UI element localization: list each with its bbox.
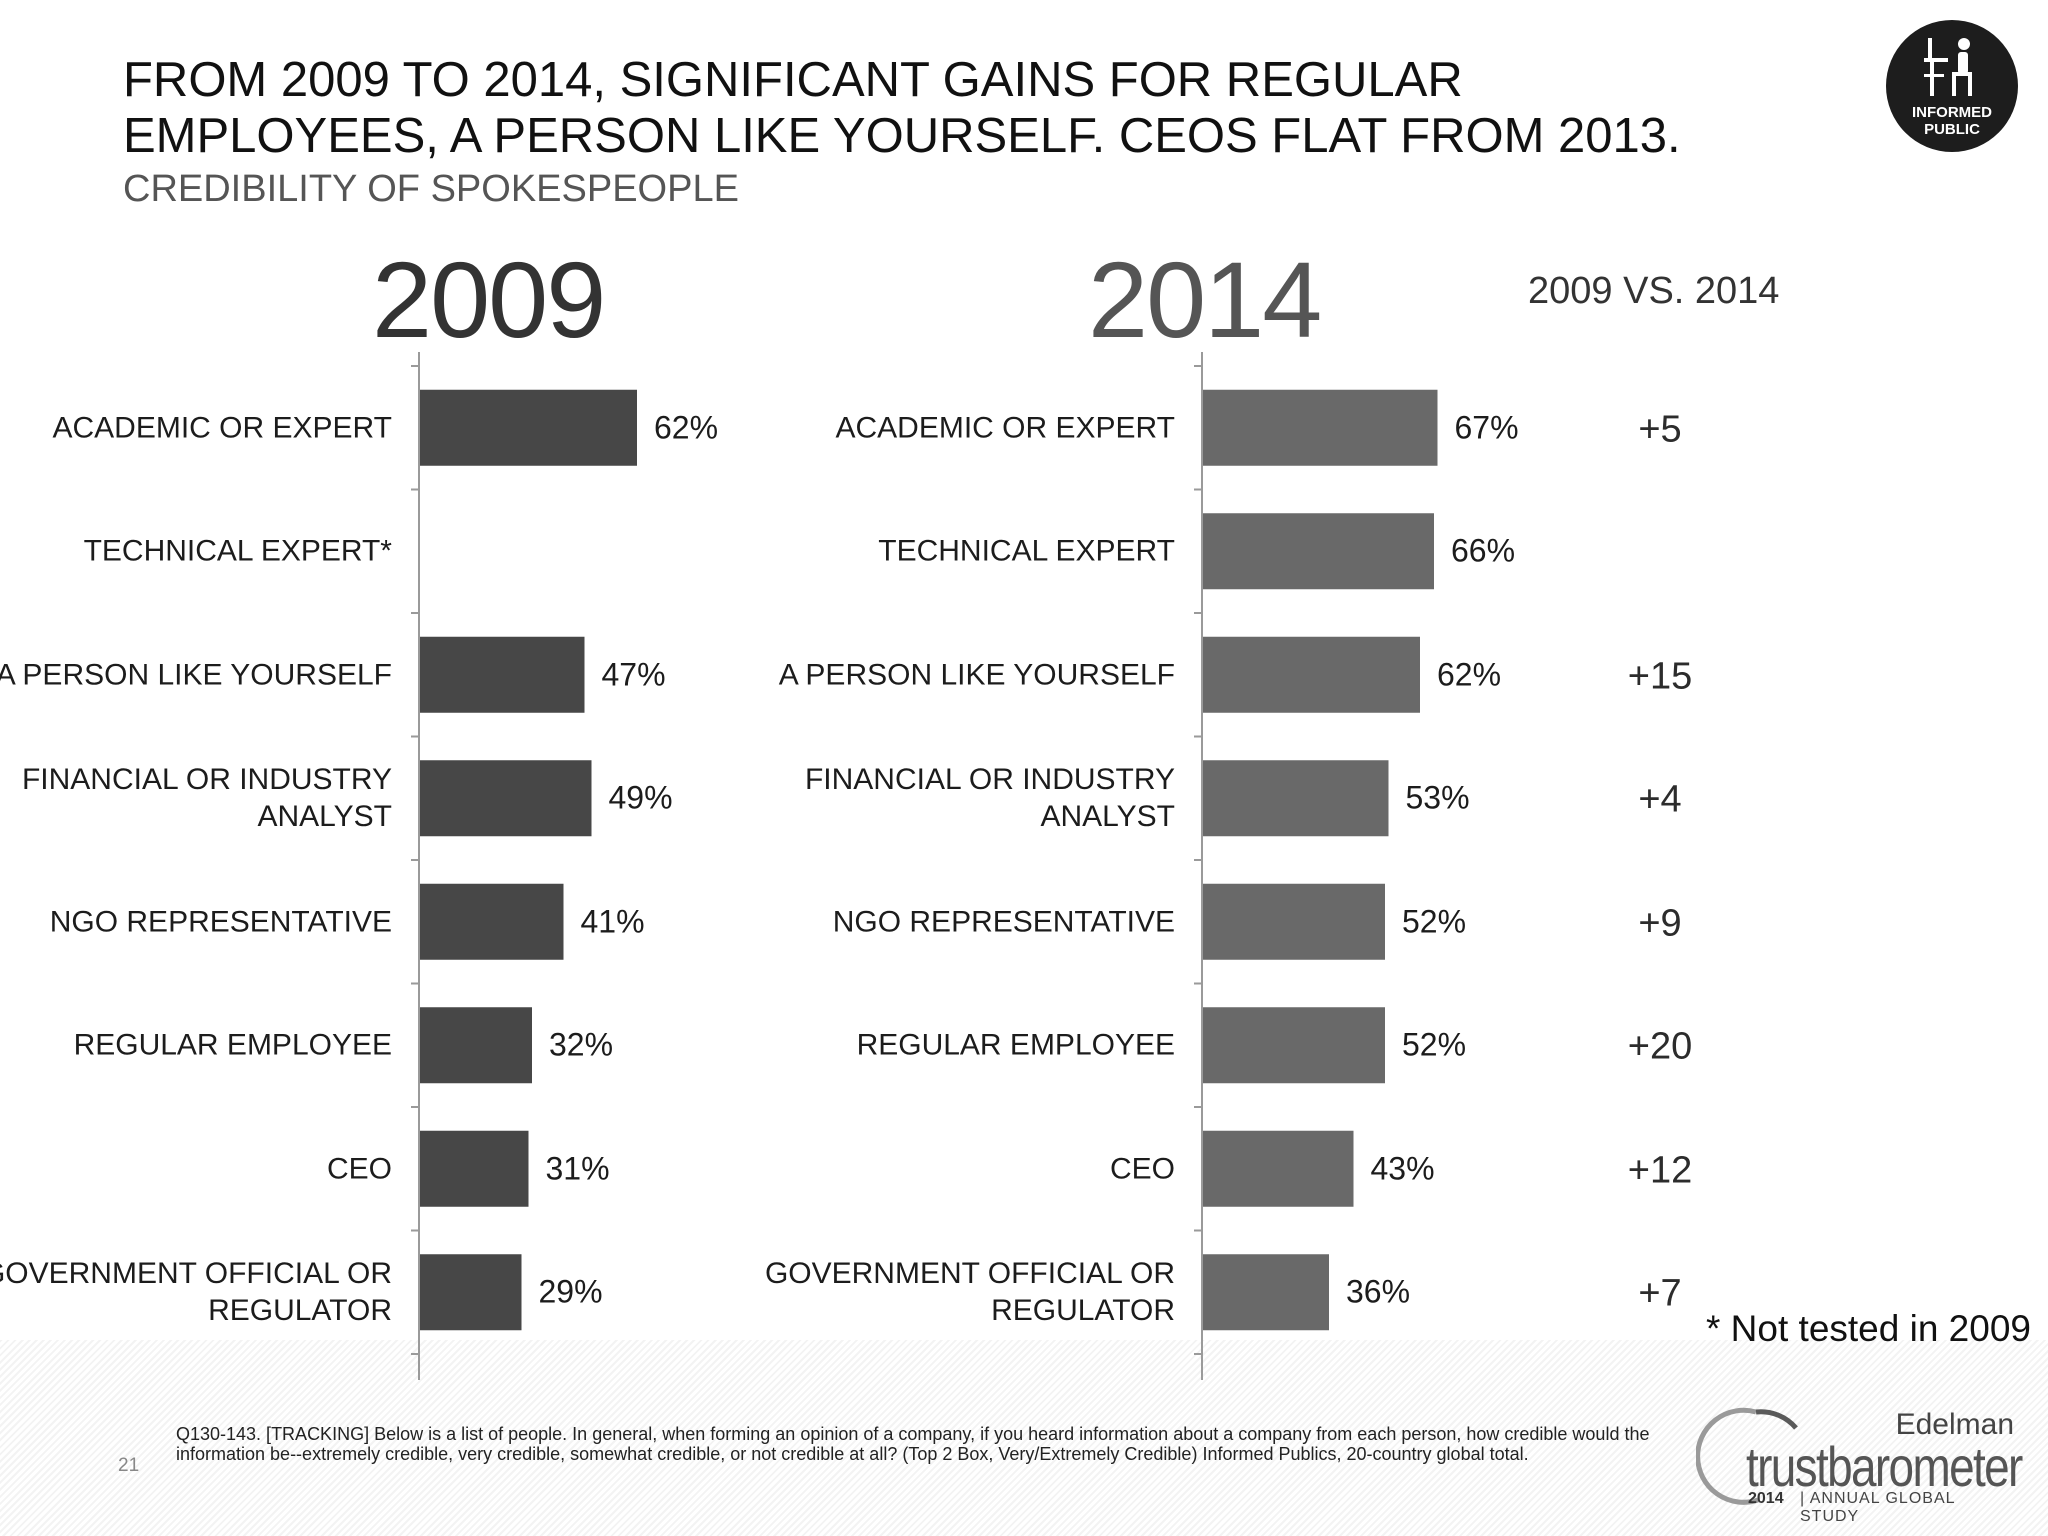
bar-2014	[1203, 636, 1420, 713]
value-label-2014: 52%	[1402, 903, 1467, 940]
bar-2009	[420, 1130, 529, 1207]
bar-2014	[1203, 760, 1389, 837]
page-title: FROM 2009 TO 2014, SIGNIFICANT GAINS FOR…	[123, 52, 1803, 164]
trustbarometer-wordmark: trustbarometer	[1746, 1435, 2023, 1498]
year-2009-heading: 2009	[372, 239, 606, 360]
bar-2014	[1203, 389, 1438, 466]
title-line-1: FROM 2009 TO 2014, SIGNIFICANT GAINS FOR…	[123, 53, 1463, 107]
value-label-2014: 53%	[1405, 779, 1470, 816]
change-label: +20	[1627, 1025, 1693, 1068]
category-label-2014: A PERSON LIKE YOURSELF	[778, 658, 1175, 692]
year-2014-heading: 2014	[1088, 239, 1322, 360]
edelman-trustbarometer-logo: Edelman trustbarometer 2014 | ANNUAL GLO…	[1696, 1398, 2023, 1525]
not-tested-note: * Not tested in 2009	[1706, 1308, 2031, 1349]
informed-public-line-2: PUBLIC	[1924, 121, 1980, 138]
value-label-2009: 29%	[538, 1273, 603, 1310]
bar-2014	[1203, 1007, 1385, 1084]
edelman-brand: Edelman	[1895, 1408, 2014, 1441]
change-label: +9	[1638, 902, 1682, 945]
category-label-2009: A PERSON LIKE YOURSELF	[0, 658, 392, 692]
footnote: Q130-143. [TRACKING] Below is a list of …	[176, 1424, 1650, 1464]
bar-2014	[1203, 1130, 1354, 1207]
page-number: 21	[118, 1455, 140, 1476]
bar-2009	[420, 760, 592, 837]
page-subtitle: CREDIBILITY OF SPOKESPEOPLE	[123, 168, 739, 210]
bar-2009	[420, 883, 564, 960]
value-label-2014: 67%	[1454, 409, 1519, 446]
category-label-2009: ACADEMIC OR EXPERT	[52, 411, 392, 445]
informed-public-logo: INFORMED PUBLIC	[1886, 20, 2018, 152]
value-label-2014: 43%	[1370, 1150, 1435, 1187]
bar-2009	[420, 1007, 532, 1084]
annual-global-study: | ANNUAL GLOBAL STUDY	[1800, 1490, 1955, 1525]
bar-2014	[1203, 883, 1385, 960]
category-label-2014: TECHNICAL EXPERT	[878, 534, 1175, 568]
category-label-2014: CEO	[1109, 1152, 1175, 1186]
value-label-2009: 41%	[580, 903, 645, 940]
title-line-2: EMPLOYEES, A PERSON LIKE YOURSELF. CEOS …	[123, 109, 1681, 163]
category-label-2014: ACADEMIC OR EXPERT	[835, 411, 1175, 445]
swoosh-icon	[1696, 1407, 1798, 1505]
category-label-2014: NGO REPRESENTATIVE	[832, 905, 1175, 939]
value-label-2009: 32%	[549, 1026, 614, 1063]
value-label-2014: 62%	[1437, 656, 1502, 693]
value-label-2009: 47%	[601, 656, 666, 693]
category-label-2009: REGULAR EMPLOYEE	[73, 1028, 392, 1062]
person-at-desk-icon	[1924, 38, 1972, 96]
change-label: +7	[1638, 1272, 1682, 1315]
bar-2009	[420, 1254, 522, 1331]
category-label-2009: TECHNICAL EXPERT*	[83, 534, 392, 568]
bar-2014	[1203, 1254, 1329, 1331]
change-label: +5	[1638, 408, 1682, 451]
value-label-2014: 36%	[1346, 1273, 1411, 1310]
value-label-2009: 49%	[608, 779, 673, 816]
change-header: 2009 VS. 2014	[1528, 270, 1780, 312]
bar-2009	[420, 389, 637, 466]
category-label-2009: FINANCIAL OR INDUSTRY ANALYST	[21, 763, 392, 834]
category-label-2014: GOVERNMENT OFFICIAL OR REGULATOR	[764, 1257, 1175, 1328]
category-label-2009: NGO REPRESENTATIVE	[49, 905, 392, 939]
change-label: +15	[1627, 655, 1693, 698]
category-label-2009: GOVERNMENT OFFICIAL OR REGULATOR	[0, 1257, 392, 1328]
value-label-2014: 66%	[1451, 532, 1516, 569]
value-label-2014: 52%	[1402, 1026, 1467, 1063]
informed-public-line-1: INFORMED	[1912, 104, 1992, 121]
value-label-2009: 62%	[654, 409, 719, 446]
change-label: +12	[1627, 1149, 1693, 1192]
value-label-2009: 31%	[545, 1150, 610, 1187]
category-label-2014: REGULAR EMPLOYEE	[856, 1028, 1175, 1062]
category-label-2009: CEO	[326, 1152, 392, 1186]
bar-2014	[1203, 513, 1434, 590]
change-label: +4	[1638, 778, 1682, 821]
study-year: 2014	[1748, 1490, 1784, 1507]
bar-2009	[420, 636, 585, 713]
category-label-2014: FINANCIAL OR INDUSTRY ANALYST	[804, 763, 1175, 834]
